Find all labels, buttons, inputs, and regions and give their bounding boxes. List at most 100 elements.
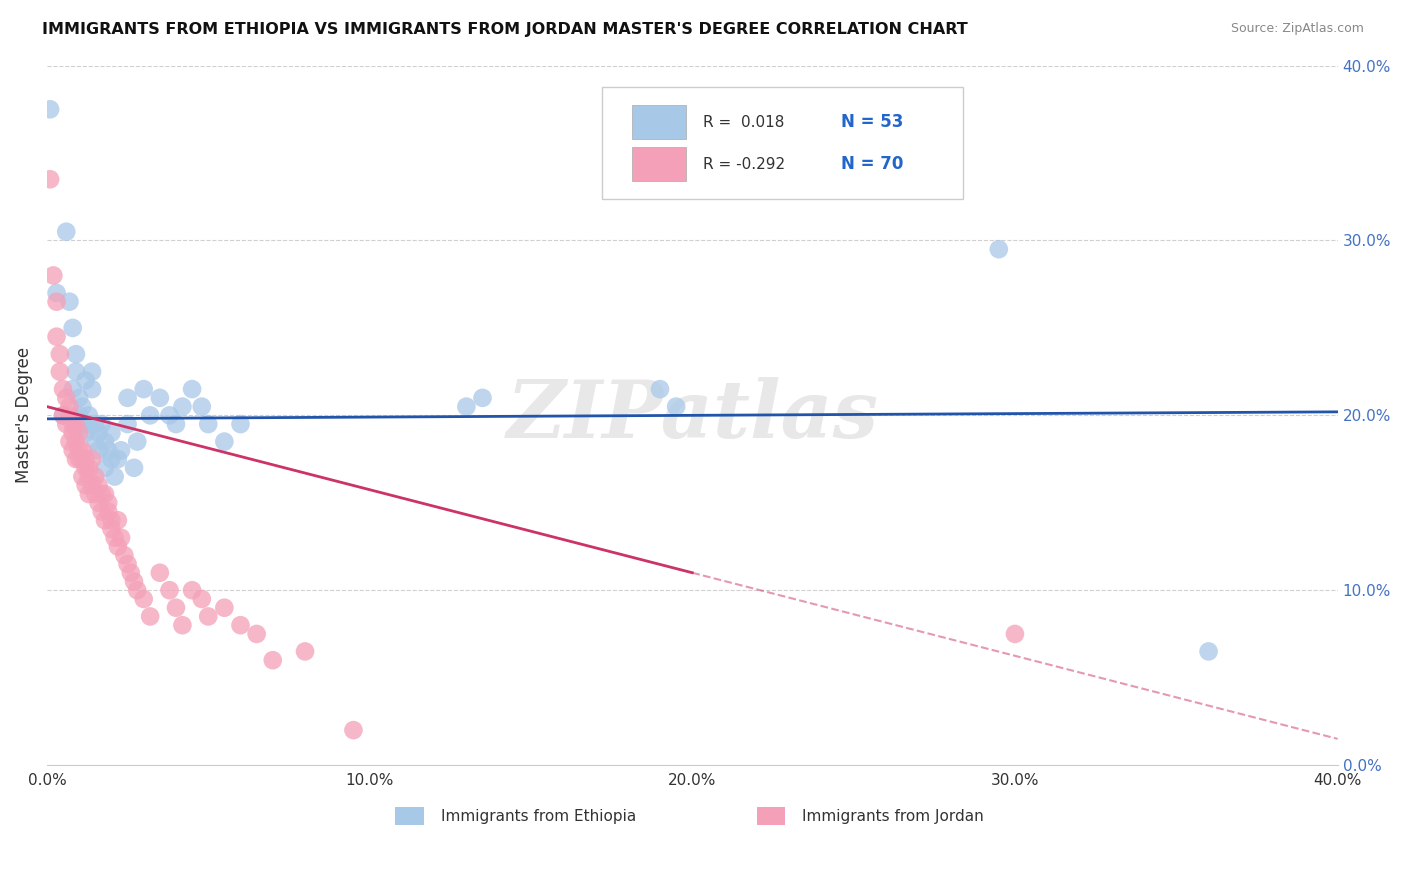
Point bbox=[67, 409, 90, 423]
Point bbox=[229, 618, 252, 632]
Point bbox=[107, 452, 129, 467]
Point bbox=[72, 469, 94, 483]
Text: Immigrants from Jordan: Immigrants from Jordan bbox=[801, 809, 984, 823]
Point bbox=[52, 382, 75, 396]
Point bbox=[67, 443, 90, 458]
Point bbox=[55, 391, 77, 405]
Text: R = -0.292: R = -0.292 bbox=[703, 157, 785, 172]
Point bbox=[77, 460, 100, 475]
Point bbox=[100, 522, 122, 536]
Point bbox=[80, 452, 103, 467]
Point bbox=[65, 365, 87, 379]
Point bbox=[987, 242, 1010, 256]
Point bbox=[52, 409, 75, 423]
Point bbox=[104, 531, 127, 545]
Point bbox=[172, 618, 194, 632]
Point bbox=[149, 391, 172, 405]
Point bbox=[94, 487, 117, 501]
Point bbox=[110, 531, 132, 545]
Point bbox=[65, 347, 87, 361]
Text: IMMIGRANTS FROM ETHIOPIA VS IMMIGRANTS FROM JORDAN MASTER'S DEGREE CORRELATION C: IMMIGRANTS FROM ETHIOPIA VS IMMIGRANTS F… bbox=[42, 22, 967, 37]
Point bbox=[94, 513, 117, 527]
Point bbox=[55, 225, 77, 239]
Point bbox=[75, 373, 97, 387]
Point bbox=[67, 452, 90, 467]
Text: N = 70: N = 70 bbox=[841, 155, 903, 173]
Point bbox=[62, 321, 84, 335]
Point bbox=[52, 409, 75, 423]
Point bbox=[55, 417, 77, 431]
Point bbox=[110, 443, 132, 458]
Point bbox=[77, 417, 100, 431]
Point bbox=[107, 513, 129, 527]
Bar bbox=[631, 147, 686, 181]
Point bbox=[104, 469, 127, 483]
Point bbox=[100, 452, 122, 467]
Point bbox=[67, 391, 90, 405]
Bar bbox=[395, 807, 423, 824]
Point bbox=[45, 294, 67, 309]
Point bbox=[75, 478, 97, 492]
Point bbox=[62, 382, 84, 396]
Point bbox=[62, 417, 84, 431]
Point bbox=[49, 347, 72, 361]
Point bbox=[67, 425, 90, 440]
Point bbox=[127, 583, 149, 598]
Point bbox=[90, 504, 112, 518]
Point bbox=[97, 496, 120, 510]
Point bbox=[229, 417, 252, 431]
Point bbox=[84, 469, 107, 483]
Point bbox=[62, 443, 84, 458]
Point bbox=[139, 609, 162, 624]
Point bbox=[132, 382, 155, 396]
Point bbox=[42, 268, 65, 283]
Point bbox=[100, 425, 122, 440]
Point bbox=[1198, 644, 1220, 658]
Point bbox=[165, 600, 187, 615]
Point bbox=[90, 417, 112, 431]
Point bbox=[214, 434, 236, 449]
Point bbox=[117, 557, 139, 571]
Text: ZIPatlas: ZIPatlas bbox=[506, 376, 879, 454]
Point bbox=[58, 409, 80, 423]
Point bbox=[665, 400, 688, 414]
Point bbox=[197, 417, 219, 431]
Point bbox=[149, 566, 172, 580]
Point bbox=[159, 409, 181, 423]
Point bbox=[62, 425, 84, 440]
Text: N = 53: N = 53 bbox=[841, 113, 903, 131]
Point bbox=[65, 452, 87, 467]
Point bbox=[65, 417, 87, 431]
Point bbox=[471, 391, 494, 405]
Point bbox=[117, 391, 139, 405]
Text: Immigrants from Ethiopia: Immigrants from Ethiopia bbox=[440, 809, 636, 823]
Point bbox=[127, 434, 149, 449]
Point bbox=[94, 460, 117, 475]
Point bbox=[75, 460, 97, 475]
Point bbox=[648, 382, 671, 396]
Point bbox=[45, 329, 67, 343]
Point bbox=[456, 400, 478, 414]
Point bbox=[246, 627, 269, 641]
Point bbox=[112, 548, 135, 562]
Point bbox=[58, 434, 80, 449]
Point bbox=[94, 434, 117, 449]
Point bbox=[294, 644, 316, 658]
Point bbox=[58, 294, 80, 309]
Point bbox=[72, 452, 94, 467]
Point bbox=[87, 425, 110, 440]
Point bbox=[84, 487, 107, 501]
Point bbox=[100, 513, 122, 527]
Point bbox=[80, 478, 103, 492]
Point bbox=[77, 409, 100, 423]
Point bbox=[181, 583, 204, 598]
Point bbox=[107, 540, 129, 554]
Text: Source: ZipAtlas.com: Source: ZipAtlas.com bbox=[1230, 22, 1364, 36]
Point bbox=[139, 409, 162, 423]
Point bbox=[117, 417, 139, 431]
Point bbox=[262, 653, 284, 667]
Point bbox=[77, 487, 100, 501]
Point bbox=[342, 723, 364, 738]
Point bbox=[90, 487, 112, 501]
Point bbox=[72, 417, 94, 431]
